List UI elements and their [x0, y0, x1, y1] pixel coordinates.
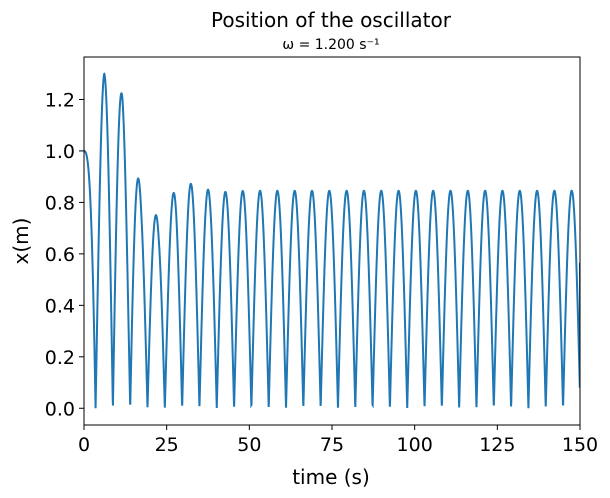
y-axis-label: x(m): [9, 218, 33, 265]
chart-title: Position of the oscillator: [211, 8, 452, 32]
y-tick-label: 1.2: [45, 89, 75, 111]
x-tick-label: 25: [155, 434, 179, 456]
y-tick-label: 0.8: [45, 192, 75, 214]
x-tick-label: 100: [397, 434, 433, 456]
x-tick-label: 125: [479, 434, 515, 456]
x-tick-label: 0: [78, 434, 90, 456]
plot-area: [83, 56, 581, 426]
y-tick-label: 1.0: [45, 141, 75, 163]
x-tick-label: 50: [237, 434, 261, 456]
x-axis: 0 25 50 75 100 125 150: [78, 425, 598, 456]
y-tick-label: 0.6: [45, 244, 75, 266]
y-tick-label: 0.2: [45, 347, 75, 369]
x-axis-label: time (s): [292, 465, 370, 489]
y-tick-label: 0.4: [45, 295, 75, 317]
series-line-position: [84, 72, 580, 409]
y-tick-label: 0.0: [45, 398, 75, 420]
x-tick-label: 75: [320, 434, 344, 456]
chart-subtitle: ω = 1.200 s⁻¹: [282, 37, 379, 53]
x-tick-label: 150: [562, 434, 598, 456]
y-axis: 0.0 0.2 0.4 0.6 0.8 1.0 1.2: [45, 89, 84, 420]
